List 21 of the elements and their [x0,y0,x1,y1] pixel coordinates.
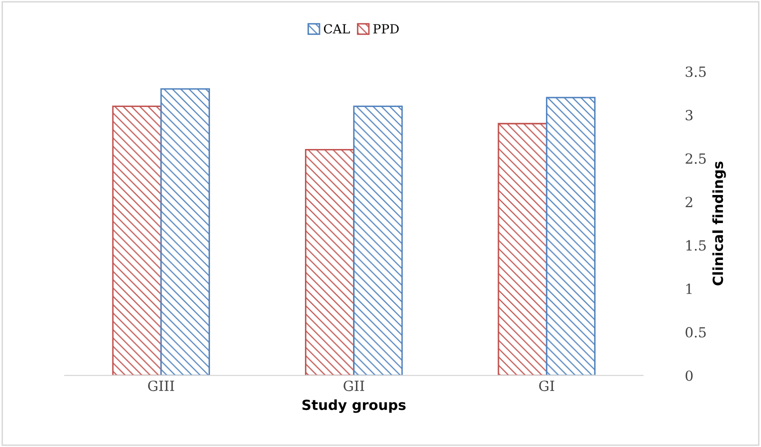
x-tick-label: GIII [148,380,174,392]
y-tick-label: 3.5 [686,66,706,77]
y-tick-label: 3 [686,110,693,120]
legend-label: PPD [373,24,399,34]
x-axis-title: Study groups [302,399,406,413]
bar [546,96,596,376]
bar [353,106,403,376]
bar [304,148,355,376]
y-tick-label: 1 [686,284,692,294]
legend-label: CAL [324,24,350,34]
y-axis-title: Clinical findings [712,162,726,286]
bar [112,106,162,376]
y-tick-label: 0.5 [686,327,706,338]
bar [160,88,210,376]
bar [498,122,548,376]
y-tick-label: 2 [686,196,692,208]
y-tick-label: 0 [686,370,693,381]
x-tick-label: GII [344,380,364,392]
y-tick-label: 2.5 [686,153,706,164]
y-tick-label: 1.5 [686,240,706,251]
x-tick-label: GI [539,380,554,392]
